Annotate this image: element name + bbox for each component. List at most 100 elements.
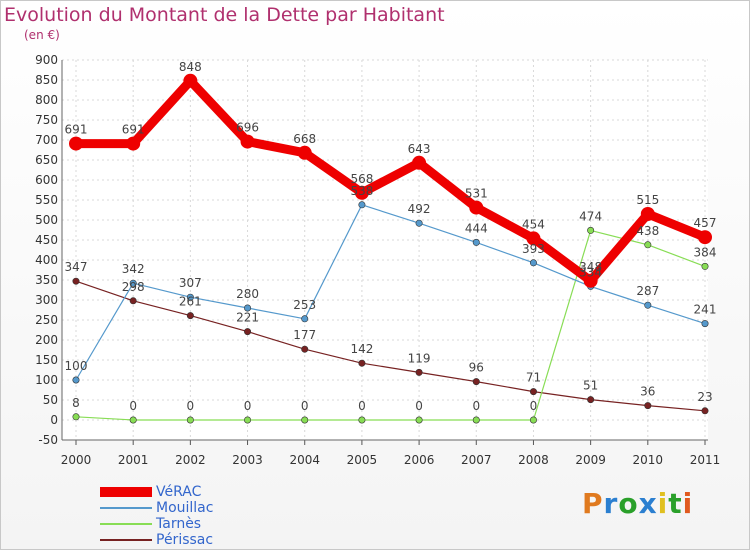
y-tick-label: 450 [35, 233, 58, 247]
logo-letter: i [657, 487, 669, 520]
data-point [240, 134, 255, 149]
data-point [415, 219, 423, 227]
x-tick-label: 2010 [633, 453, 664, 467]
y-tick-label: 850 [35, 73, 58, 87]
data-label: 0 [358, 399, 366, 413]
logo-letter: x [638, 487, 658, 520]
logo-letter: P [582, 487, 604, 520]
x-tick-label: 2000 [61, 453, 92, 467]
data-point [472, 416, 480, 424]
legend-label: VéRAC [156, 484, 202, 500]
data-label: 454 [522, 217, 545, 231]
logo-letter: i [682, 487, 694, 520]
data-label: 691 [65, 123, 88, 137]
y-tick-label: 400 [35, 253, 58, 267]
x-tick-label: 2002 [175, 453, 206, 467]
data-point [301, 345, 309, 353]
data-label: 438 [636, 224, 659, 238]
data-point [529, 388, 537, 396]
data-point [644, 241, 652, 249]
data-label: 51 [583, 379, 598, 393]
data-point [244, 304, 252, 312]
data-label: 668 [293, 132, 316, 146]
data-label: 119 [408, 351, 431, 365]
y-tick-label: 700 [35, 133, 58, 147]
data-point [358, 359, 366, 367]
data-point [644, 402, 652, 410]
y-tick-label: 500 [35, 213, 58, 227]
data-point [640, 207, 655, 221]
data-label: 492 [408, 202, 431, 216]
y-tick-label: -50 [38, 433, 58, 447]
data-label: 298 [122, 280, 145, 294]
data-label: 0 [472, 399, 480, 413]
x-tick-label: 2011 [690, 453, 721, 467]
y-tick-label: 250 [35, 313, 58, 327]
logo-letter: r [603, 487, 619, 520]
data-label: 538 [350, 184, 373, 198]
data-point [587, 396, 595, 404]
data-point [186, 416, 194, 424]
data-point [469, 200, 484, 215]
y-tick-label: 150 [35, 353, 58, 367]
data-label: 457 [694, 216, 717, 230]
chart-unit: (en €) [24, 28, 60, 42]
data-label: 261 [179, 295, 202, 309]
data-label: 100 [65, 359, 88, 373]
y-tick-label: 300 [35, 293, 58, 307]
data-point [183, 73, 198, 88]
data-label: 334 [579, 265, 602, 279]
y-tick-label: 550 [35, 193, 58, 207]
data-label: 0 [187, 399, 195, 413]
legend-label: Tarnès [156, 516, 202, 532]
legend: VéRAC Mouillac Tarnès Périssac [100, 484, 213, 548]
legend-label: Mouillac [156, 500, 214, 516]
legend-label: Périssac [156, 532, 214, 548]
data-point [358, 201, 366, 209]
data-point [526, 231, 541, 246]
data-point [701, 407, 709, 415]
data-point [297, 145, 312, 160]
legend-item: Périssac [100, 532, 213, 548]
data-label: 515 [636, 193, 659, 207]
data-label: 848 [179, 60, 202, 74]
data-point [415, 416, 423, 424]
data-label: 384 [694, 245, 717, 259]
data-label: 393 [522, 242, 545, 256]
data-label: 177 [293, 328, 316, 342]
series-line [75, 229, 706, 421]
y-tick-label: 200 [35, 333, 58, 347]
data-point [126, 136, 141, 151]
data-point [529, 416, 537, 424]
legend-swatch [100, 539, 152, 541]
data-label: 71 [526, 371, 541, 385]
data-point [301, 315, 309, 323]
legend-item: Mouillac [100, 500, 213, 516]
data-point [701, 320, 709, 328]
y-tick-label: 750 [35, 113, 58, 127]
plot-area [62, 60, 708, 440]
data-point [72, 376, 80, 384]
legend-swatch [100, 487, 152, 497]
data-label: 241 [694, 303, 717, 317]
data-point [472, 238, 480, 246]
data-label: 342 [122, 262, 145, 276]
data-label: 23 [697, 390, 712, 404]
series-line [76, 76, 707, 286]
y-tick-label: 0 [50, 413, 58, 427]
data-point [72, 413, 80, 421]
legend-item: VéRAC [100, 484, 213, 500]
series-line [75, 280, 706, 412]
x-tick-label: 2004 [289, 453, 320, 467]
x-tick-label: 2001 [118, 453, 149, 467]
x-tick-label: 2003 [232, 453, 263, 467]
y-tick-label: 100 [35, 373, 58, 387]
data-label: 0 [530, 399, 538, 413]
y-tick-label: 800 [35, 93, 58, 107]
data-point [472, 378, 480, 386]
data-point [72, 277, 80, 285]
data-point [701, 262, 709, 270]
data-point [129, 279, 137, 287]
data-label: 643 [408, 142, 431, 156]
data-label: 253 [293, 298, 316, 312]
